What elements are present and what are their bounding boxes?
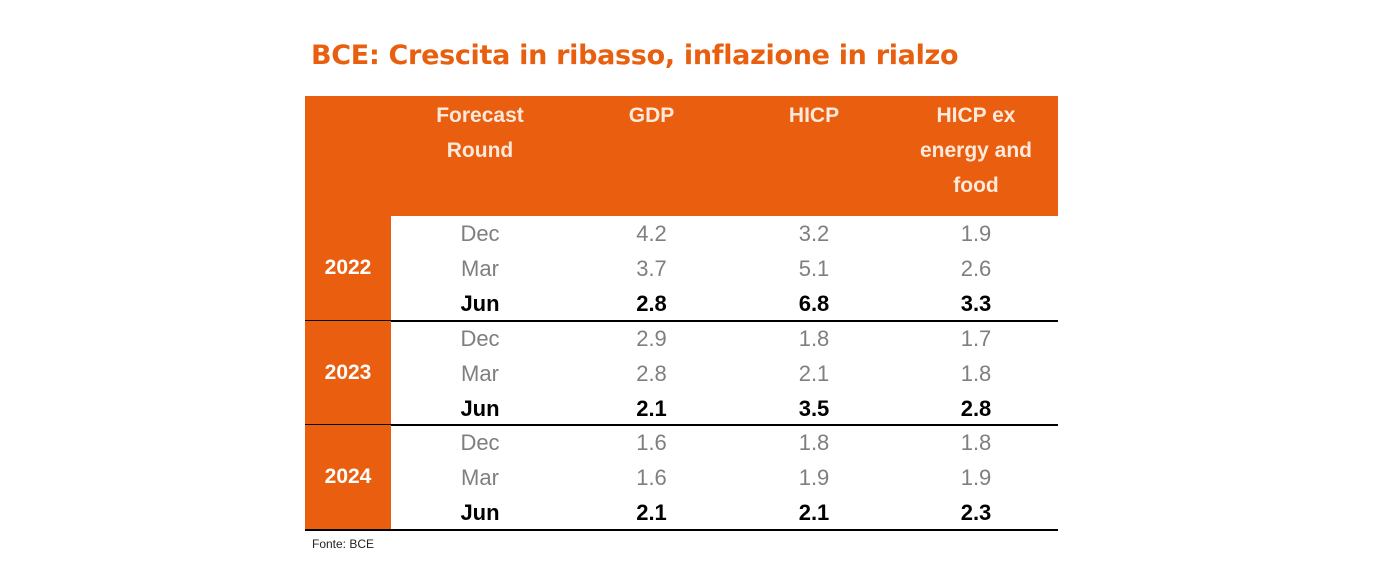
cell-core: 1.8	[960, 360, 992, 386]
cell-hicp: 1.9	[798, 465, 830, 490]
chart-title: BCE: Crescita in ribasso, inflazione in …	[311, 40, 959, 71]
cell-hicp: 5.1	[798, 256, 830, 281]
table-row: Mar 2.8 2.1 1.8	[391, 356, 1058, 391]
cell-hicp: 3.5	[798, 395, 830, 421]
year-cell-2022	[305, 216, 391, 321]
cell-hicp: 1.8	[798, 325, 830, 351]
cell-core: 1.9	[960, 465, 992, 490]
cell-round: Jun	[460, 500, 500, 525]
cell-hicp: 1.8	[798, 430, 830, 455]
cell-hicp: 2.1	[798, 500, 830, 525]
table-row: Mar 1.6 1.9 1.9	[391, 460, 1058, 495]
table-header: Forecast Round GDP HICP HICP ex energy a…	[305, 96, 1058, 216]
table-row: Dec 1.6 1.8 1.8	[391, 425, 1058, 460]
table-row: Jun 2.1 3.5 2.8	[391, 391, 1058, 426]
header-gdp: GDP	[628, 104, 675, 127]
table-row: Jun 2.1 2.1 2.3	[391, 495, 1058, 530]
cell-core: 1.8	[960, 430, 992, 455]
cell-gdp: 1.6	[636, 465, 667, 490]
cell-hicp: 3.2	[798, 221, 830, 246]
cell-round: Mar	[461, 360, 499, 386]
cell-round: Mar	[461, 256, 499, 281]
year-label: 2023	[324, 360, 372, 384]
cell-gdp: 3.7	[636, 256, 667, 281]
year-label: 2022	[324, 256, 372, 280]
group-divider	[305, 528, 1058, 531]
group-divider	[305, 319, 1058, 322]
cell-core: 2.3	[960, 500, 992, 525]
cell-hicp: 2.1	[798, 360, 830, 386]
table-row: Dec 4.2 3.2 1.9	[391, 216, 1058, 251]
cell-round: Dec	[460, 221, 500, 246]
cell-round: Dec	[460, 430, 500, 455]
cell-gdp: 2.9	[636, 325, 667, 351]
group-divider	[305, 424, 1058, 426]
header-hicp-ex-energy-food: HICP ex energy and food	[919, 104, 1033, 197]
cell-round: Jun	[460, 395, 500, 421]
cell-core: 2.6	[960, 256, 992, 281]
cell-gdp: 2.1	[636, 395, 667, 421]
cell-hicp: 6.8	[798, 291, 830, 316]
header-hicp: HICP	[788, 104, 840, 127]
cell-gdp: 2.8	[636, 360, 667, 386]
year-cell-2024	[305, 425, 391, 530]
cell-core: 1.7	[960, 325, 992, 351]
cell-gdp: 2.8	[636, 291, 667, 316]
cell-gdp: 2.1	[636, 500, 667, 525]
cell-gdp: 4.2	[636, 221, 667, 246]
table-row: Mar 3.7 5.1 2.6	[391, 251, 1058, 286]
cell-core: 3.3	[960, 291, 992, 316]
forecast-table: Forecast Round GDP HICP HICP ex energy a…	[305, 96, 1058, 531]
cell-round: Dec	[460, 325, 500, 351]
year-cell-2023	[305, 320, 391, 425]
cell-round: Mar	[461, 465, 499, 490]
year-label: 2024	[324, 465, 372, 489]
cell-core: 2.8	[960, 395, 992, 421]
cell-gdp: 1.6	[636, 430, 667, 455]
cell-core: 1.9	[960, 221, 992, 246]
cell-round: Jun	[460, 291, 500, 316]
header-forecast-round: Forecast Round	[436, 104, 524, 162]
table-row: Jun 2.8 6.8 3.3	[391, 286, 1058, 321]
source-note: Fonte: BCE	[312, 537, 375, 551]
table-row: Dec 2.9 1.8 1.7	[391, 321, 1058, 356]
